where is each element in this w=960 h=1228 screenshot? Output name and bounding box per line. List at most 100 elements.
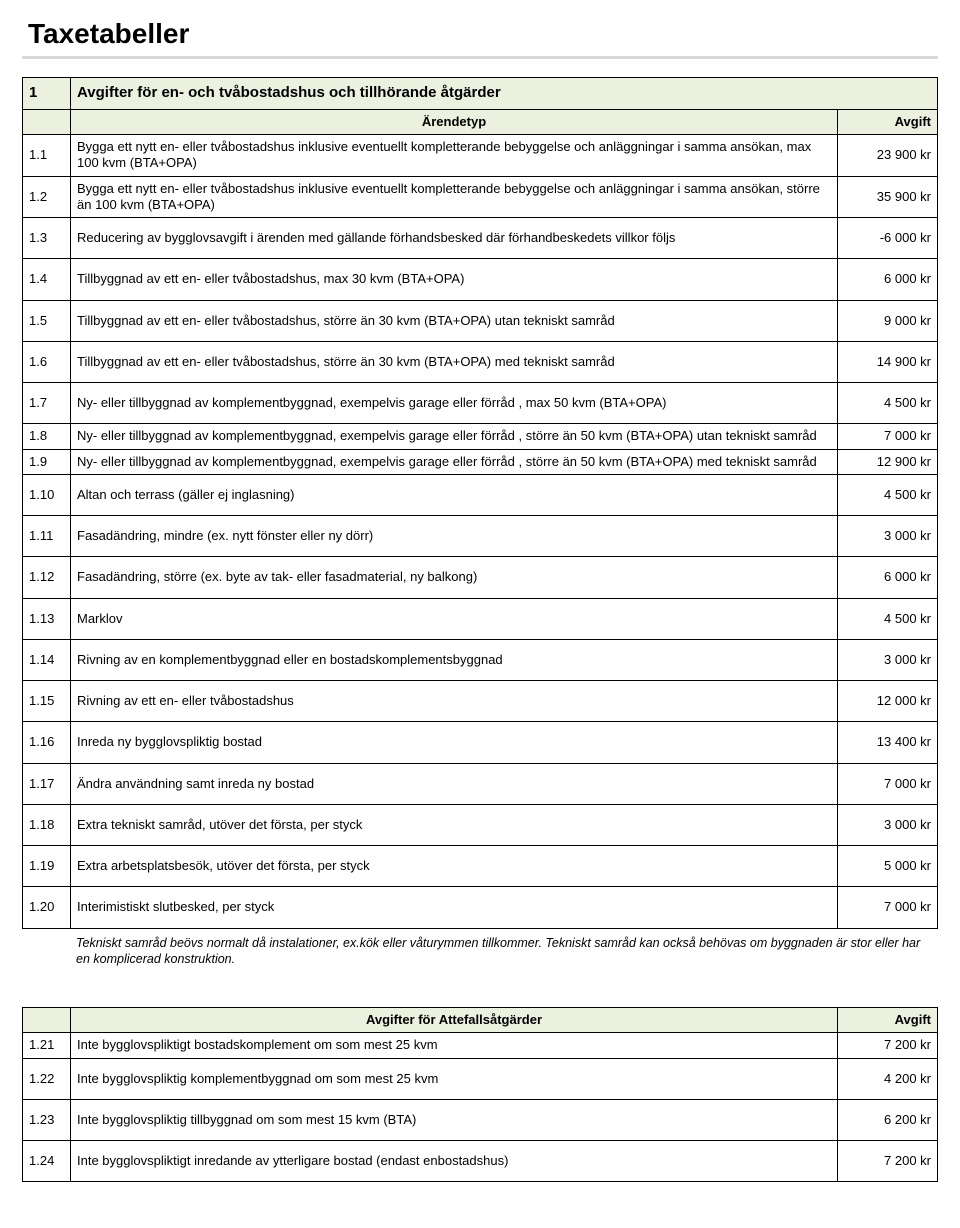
col-header-blank [23, 109, 71, 134]
table-row: 1.16Inreda ny bygglovspliktig bostad13 4… [23, 722, 938, 763]
row-fee: 12 900 kr [837, 449, 937, 474]
row-fee: 4 500 kr [837, 474, 937, 515]
row-fee: 23 900 kr [837, 135, 937, 177]
row-fee: 7 000 kr [837, 424, 937, 449]
row-desc: Fasadändring, mindre (ex. nytt fönster e… [71, 516, 838, 557]
row-id: 1.7 [23, 383, 71, 424]
col-header-blank [23, 1008, 71, 1033]
row-desc: Extra tekniskt samråd, utöver det första… [71, 804, 838, 845]
table-row: 1.21Inte bygglovspliktigt bostadskomplem… [23, 1033, 938, 1058]
row-fee: 6 000 kr [837, 557, 937, 598]
row-fee: 3 000 kr [837, 804, 937, 845]
row-fee: 6 000 kr [837, 259, 937, 300]
table-row: 1.23Inte bygglovspliktig tillbyggnad om … [23, 1099, 938, 1140]
row-id: 1.18 [23, 804, 71, 845]
table-row: 1.5Tillbyggnad av ett en- eller tvåbosta… [23, 300, 938, 341]
row-fee: 35 900 kr [837, 176, 937, 218]
page-title-wrap: Taxetabeller [22, 18, 938, 59]
row-fee: 14 900 kr [837, 341, 937, 382]
table-row: 1.8Ny- eller tillbyggnad av komplementby… [23, 424, 938, 449]
table-row: 1.13Marklov4 500 kr [23, 598, 938, 639]
row-id: 1.20 [23, 887, 71, 928]
row-desc: Ändra användning samt inreda ny bostad [71, 763, 838, 804]
table-row: 1.12Fasadändring, större (ex. byte av ta… [23, 557, 938, 598]
row-desc: Ny- eller tillbyggnad av komplementbyggn… [71, 424, 838, 449]
row-desc: Bygga ett nytt en- eller tvåbostadshus i… [71, 135, 838, 177]
row-id: 1.3 [23, 218, 71, 259]
row-id: 1.17 [23, 763, 71, 804]
row-id: 1.16 [23, 722, 71, 763]
row-desc: Inreda ny bygglovspliktig bostad [71, 722, 838, 763]
row-desc: Inte bygglovspliktigt inredande av ytter… [71, 1141, 838, 1182]
row-desc: Inte bygglovspliktig tillbyggnad om som … [71, 1099, 838, 1140]
row-id: 1.4 [23, 259, 71, 300]
row-desc: Reducering av bygglovsavgift i ärenden m… [71, 218, 838, 259]
row-id: 1.11 [23, 516, 71, 557]
section-number: 1 [23, 78, 71, 110]
col-header-fee: Avgift [837, 109, 937, 134]
row-fee: 7 200 kr [838, 1033, 938, 1058]
table-row: 1.24Inte bygglovspliktigt inredande av y… [23, 1141, 938, 1182]
table1-footnote: Tekniskt samråd beövs normalt då instala… [22, 931, 938, 974]
row-id: 1.8 [23, 424, 71, 449]
row-fee: 13 400 kr [837, 722, 937, 763]
table-row: 1.6Tillbyggnad av ett en- eller tvåbosta… [23, 341, 938, 382]
page-title: Taxetabeller [22, 18, 189, 49]
row-fee: 3 000 kr [837, 639, 937, 680]
fees-table-2: Avgifter för AttefallsåtgärderAvgift1.21… [22, 1007, 938, 1182]
row-id: 1.1 [23, 135, 71, 177]
table-row: 1.2Bygga ett nytt en- eller tvåbostadshu… [23, 176, 938, 218]
table-row: 1.7Ny- eller tillbyggnad av komplementby… [23, 383, 938, 424]
row-desc: Bygga ett nytt en- eller tvåbostadshus i… [71, 176, 838, 218]
row-id: 1.19 [23, 846, 71, 887]
table-row: 1.1Bygga ett nytt en- eller tvåbostadshu… [23, 135, 938, 177]
row-desc: Fasadändring, större (ex. byte av tak- e… [71, 557, 838, 598]
row-fee: 12 000 kr [837, 681, 937, 722]
table-row: 1.18Extra tekniskt samråd, utöver det fö… [23, 804, 938, 845]
table-row: 1.10Altan och terrass (gäller ej inglasn… [23, 474, 938, 515]
col-header-desc: Ärendetyp [71, 109, 838, 134]
col-header-desc: Avgifter för Attefallsåtgärder [71, 1008, 838, 1033]
table-row: 1.3Reducering av bygglovsavgift i ärende… [23, 218, 938, 259]
table-row: 1.17Ändra användning samt inreda ny bost… [23, 763, 938, 804]
row-desc: Interimistiskt slutbesked, per styck [71, 887, 838, 928]
row-fee: 4 500 kr [837, 598, 937, 639]
row-desc: Rivning av ett en- eller tvåbostadshus [71, 681, 838, 722]
section-title: Avgifter för en- och tvåbostadshus och t… [71, 78, 938, 110]
row-id: 1.12 [23, 557, 71, 598]
table-row: 1.9Ny- eller tillbyggnad av komplementby… [23, 449, 938, 474]
table-row: 1.22Inte bygglovspliktig komplementbyggn… [23, 1058, 938, 1099]
row-id: 1.23 [23, 1099, 71, 1140]
table-row: 1.4Tillbyggnad av ett en- eller tvåbosta… [23, 259, 938, 300]
table-row: 1.15Rivning av ett en- eller tvåbostadsh… [23, 681, 938, 722]
row-id: 1.9 [23, 449, 71, 474]
row-desc: Rivning av en komplementbyggnad eller en… [71, 639, 838, 680]
row-desc: Tillbyggnad av ett en- eller tvåbostadsh… [71, 300, 838, 341]
table-row: 1.14Rivning av en komplementbyggnad elle… [23, 639, 938, 680]
row-desc: Tillbyggnad av ett en- eller tvåbostadsh… [71, 259, 838, 300]
col-header-fee: Avgift [838, 1008, 938, 1033]
row-id: 1.13 [23, 598, 71, 639]
row-fee: 9 000 kr [837, 300, 937, 341]
row-desc: Ny- eller tillbyggnad av komplementbyggn… [71, 449, 838, 474]
row-id: 1.5 [23, 300, 71, 341]
row-id: 1.22 [23, 1058, 71, 1099]
row-id: 1.14 [23, 639, 71, 680]
row-fee: 4 200 kr [838, 1058, 938, 1099]
row-fee: 5 000 kr [837, 846, 937, 887]
row-desc: Inte bygglovspliktigt bostadskomplement … [71, 1033, 838, 1058]
table-row: 1.20Interimistiskt slutbesked, per styck… [23, 887, 938, 928]
row-id: 1.24 [23, 1141, 71, 1182]
row-id: 1.15 [23, 681, 71, 722]
row-fee: -6 000 kr [837, 218, 937, 259]
row-desc: Inte bygglovspliktig komplementbyggnad o… [71, 1058, 838, 1099]
row-desc: Tillbyggnad av ett en- eller tvåbostadsh… [71, 341, 838, 382]
table-row: 1.11Fasadändring, mindre (ex. nytt fönst… [23, 516, 938, 557]
table-row: 1.19Extra arbetsplatsbesök, utöver det f… [23, 846, 938, 887]
row-id: 1.21 [23, 1033, 71, 1058]
row-desc: Ny- eller tillbyggnad av komplementbyggn… [71, 383, 838, 424]
row-fee: 7 000 kr [837, 763, 937, 804]
row-id: 1.10 [23, 474, 71, 515]
row-fee: 4 500 kr [837, 383, 937, 424]
row-fee: 6 200 kr [838, 1099, 938, 1140]
